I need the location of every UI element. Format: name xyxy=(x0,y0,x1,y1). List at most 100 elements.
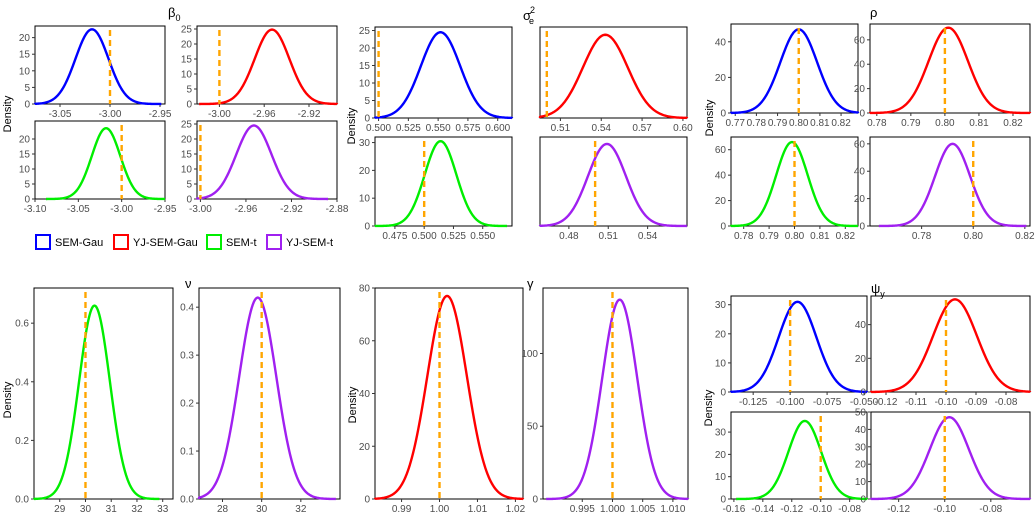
panel-gamma-yj-sem-t-frame xyxy=(542,287,689,500)
x-tick-label: 1.00 xyxy=(430,504,450,515)
x-tick-label: -2.95 xyxy=(154,204,177,215)
x-tick-label: -0.16 xyxy=(722,504,745,515)
panel-rho-yj-sem-gau: 0.78 0.79 0.80 0.81 0.82 0 20 40 60 xyxy=(854,23,1032,129)
x-tick-label: 0.80 xyxy=(789,118,809,129)
y-tick-label: 15 xyxy=(19,50,31,61)
panel-gamma-yj-sem-gau: 0.99 1.00 1.01 1.02 0 20 40 60 80 xyxy=(359,284,526,516)
x-tick-label: 0.78 xyxy=(867,118,887,129)
x-tick-label: -0.10 xyxy=(809,504,832,515)
y-axis-label-sigma: Density xyxy=(346,107,358,144)
y-tick-label: 30 xyxy=(855,442,867,453)
y-axis-label-psi: Density xyxy=(703,389,715,426)
x-tick-label: 31 xyxy=(106,504,118,515)
legend-swatch-sem-t xyxy=(206,234,222,250)
x-tick-label: 1.010 xyxy=(660,504,685,515)
panel-sigma-yj-sem-gau: 0.51 0.54 0.57 0.60 xyxy=(538,26,693,134)
x-tick-label: 0.82 xyxy=(836,231,856,242)
density-curve-sem-gau xyxy=(33,28,162,106)
x-tick-label: 0.575 xyxy=(455,123,480,134)
y-tick-label: 20 xyxy=(359,44,371,55)
y-tick-label: 0 xyxy=(720,495,726,506)
density-curve-sem-gau xyxy=(729,300,869,394)
y-tick-label: 0 xyxy=(859,222,865,233)
x-tick-label: 0.80 xyxy=(963,231,983,242)
y-tick-label: 5 xyxy=(186,180,192,191)
panel-gamma-yj-sem-gau-frame xyxy=(374,287,524,500)
density-curve-yj-sem-t xyxy=(195,124,329,201)
x-tick-label: 0.500 xyxy=(412,231,437,242)
panel-gamma-yj-sem-t: 0.995 1.000 1.005 1.010 0 50 100 xyxy=(521,287,690,515)
y-tick-label: 0.3 xyxy=(180,351,194,362)
y-tick-label: 0 xyxy=(364,495,370,506)
y-tick-label: 0 xyxy=(186,100,192,111)
y-tick-label: 15 xyxy=(19,150,31,161)
y-tick-label: 10 xyxy=(181,165,193,176)
y-tick-label: 0 xyxy=(364,222,370,233)
y-tick-label: 25 xyxy=(359,26,371,37)
y-tick-label: 100 xyxy=(521,349,538,360)
x-tick-label: 0.500 xyxy=(366,123,391,134)
y-tick-label: 0 xyxy=(860,495,866,506)
x-tick-label: 0.79 xyxy=(759,231,779,242)
density-curve-yj-sem-gau xyxy=(198,28,339,106)
y-tick-label: 15 xyxy=(181,150,193,161)
density-curve-sem-gau xyxy=(373,31,514,120)
legend-label-sem-gau: SEM-Gau xyxy=(55,237,103,249)
title-psi: ψy xyxy=(871,281,885,299)
y-tick-label: 10 xyxy=(359,194,371,205)
x-tick-label: -0.050 xyxy=(850,397,879,408)
panel-sigma-yj-sem-t: 0.48 0.51 0.54 xyxy=(538,136,688,242)
x-tick-label: 0.475 xyxy=(382,231,407,242)
x-tick-label: 0.525 xyxy=(396,123,421,134)
y-tick-label: 20 xyxy=(854,194,866,205)
y-tick-label: 20 xyxy=(715,329,727,340)
x-tick-label: 0.51 xyxy=(599,231,619,242)
x-tick-label: 28 xyxy=(217,504,229,515)
panel-rho-yj-sem-t: 0.78 0.80 0.82 0 20 40 60 xyxy=(854,136,1035,242)
density-curve-yj-sem-gau xyxy=(373,294,525,501)
x-tick-label: 0.81 xyxy=(810,118,830,129)
legend-label-yj-sem-gau: YJ-SEM-Gau xyxy=(133,237,198,249)
density-curve-yj-sem-t xyxy=(538,142,688,228)
density-curve-sem-t xyxy=(373,139,508,228)
x-tick-label: -0.125 xyxy=(739,397,768,408)
x-tick-label: 1.02 xyxy=(506,504,526,515)
y-tick-label: 25 xyxy=(181,120,193,131)
x-tick-label: 30 xyxy=(256,504,268,515)
y-tick-label: 0.0 xyxy=(180,495,194,506)
x-tick-label: 0.78 xyxy=(734,231,754,242)
x-tick-label: -0.14 xyxy=(751,504,774,515)
x-tick-label: 1.01 xyxy=(468,504,488,515)
y-tick-label: 20 xyxy=(181,135,193,146)
panel-rho-yj-sem-gau-frame xyxy=(869,23,1031,114)
panel-psi-yj-sem-gau: -0.12 -0.11 -0.10 -0.09 -0.08 0 20 40 xyxy=(855,295,1032,408)
y-tick-label: 0 xyxy=(364,114,370,125)
x-tick-label: 0.54 xyxy=(638,231,658,242)
title-beta0: β0 xyxy=(168,5,181,23)
y-tick-label: 20 xyxy=(19,33,31,44)
density-curve-sem-t xyxy=(32,304,160,501)
x-tick-label: 0.80 xyxy=(785,231,805,242)
x-tick-label: 0.54 xyxy=(592,123,612,134)
x-tick-label: -3.00 xyxy=(189,204,212,215)
y-tick-label: 10 xyxy=(19,165,31,176)
x-tick-label: 0.79 xyxy=(901,118,921,129)
panel-nu-sem-t-frame xyxy=(33,287,174,500)
x-tick-label: 0.82 xyxy=(831,118,851,129)
x-tick-label: 0.79 xyxy=(768,118,788,129)
y-tick-label: 0 xyxy=(24,100,30,111)
y-tick-label: 0 xyxy=(186,195,192,206)
panel-rho-sem-t: 0.78 0.79 0.80 0.81 0.82 0 20 40 60 xyxy=(715,136,859,242)
y-tick-label: 0 xyxy=(720,109,726,120)
y-axis-label-rho: Density xyxy=(704,99,716,136)
density-curve-yj-sem-t xyxy=(197,296,337,501)
y-tick-label: 40 xyxy=(359,389,371,400)
x-tick-label: 0.81 xyxy=(969,118,989,129)
x-tick-label: -3.00 xyxy=(99,109,122,120)
x-tick-label: 0.600 xyxy=(485,123,510,134)
x-tick-label: -0.12 xyxy=(780,504,803,515)
x-tick-label: 0.550 xyxy=(470,231,495,242)
panel-psi-yj-sem-t-frame xyxy=(870,411,1031,500)
y-tick-label: 0.1 xyxy=(180,447,194,458)
